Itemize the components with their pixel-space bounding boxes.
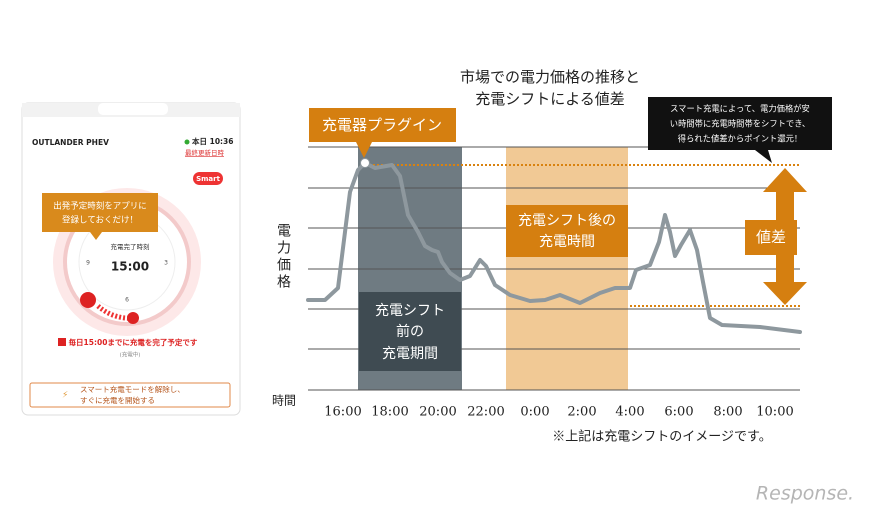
note: ※上記は充電シフトのイメージです。: [552, 429, 771, 445]
x-tick-label: 22:00: [467, 405, 504, 420]
status-dot: [184, 139, 190, 145]
phone-screen: OUTLANDER PHEV 本日 10:36 最終更新日時 Smart 12 …: [21, 102, 241, 416]
y-label: 電力価格: [275, 223, 291, 291]
x-tick-label: 18:00: [371, 405, 408, 420]
diff-label: 値差: [756, 228, 786, 246]
notch: [98, 103, 168, 115]
x-tick-label: 8:00: [713, 405, 742, 420]
x-ticks: 16:00 18:00 20:00 22:00 0:00 2:00 4:00 6…: [324, 405, 793, 420]
title-line: 市場での電力価格の推移と: [460, 68, 640, 86]
dial-number: 6: [125, 297, 129, 304]
diff-box: [745, 220, 797, 255]
figure: 市場での電力価格の推移と 充電シフトによる値差 充電器プラグイン 充電シフト 前…: [272, 68, 832, 445]
title-line: 充電シフトによる値差: [475, 90, 625, 108]
model: OUTLANDER PHEV: [32, 138, 109, 147]
dial-time: 15:00: [111, 260, 149, 274]
logo: Response.: [756, 483, 854, 505]
x-tick-label: 2:00: [567, 405, 596, 420]
after-line: 充電シフト後の: [518, 213, 616, 229]
price-curve: [306, 161, 802, 334]
after-box: [506, 205, 628, 257]
x-tick-label: 20:00: [419, 405, 456, 420]
dial-number: 9: [86, 260, 90, 267]
plug-icon: [80, 292, 96, 308]
status-icon: [58, 338, 66, 346]
smart-badge: [193, 172, 223, 185]
dial-label: 充電完了時刻: [111, 242, 150, 251]
callout: [42, 193, 158, 232]
before-line: 前の: [396, 323, 424, 340]
plugin-point: [360, 158, 370, 168]
plugin-label: 充電器プラグイン: [322, 116, 442, 134]
callout-line: 出発予定時刻をアプリに: [53, 201, 147, 212]
status-sub: (充電中): [120, 351, 141, 359]
callout-line: 登録しておくだけ！: [62, 215, 138, 226]
plugin-tail: [356, 142, 372, 158]
smart-text: Smart: [196, 175, 221, 183]
x-tick-label: 4:00: [615, 405, 644, 420]
x-tick-label: 10:00: [756, 405, 793, 420]
button[interactable]: [29, 382, 231, 408]
status: 毎日15:00までに充電を完了予定です: [69, 337, 198, 347]
callout-tail: [90, 232, 102, 240]
explain-line: スマート充電によって、電力価格が安: [670, 104, 810, 114]
button-line: すぐに充電を開始する: [80, 395, 155, 405]
x-tick-label: 16:00: [324, 405, 361, 420]
explain-tail: [755, 150, 772, 163]
before-line: 充電シフト: [375, 303, 445, 319]
before-line: 充電期間: [382, 346, 438, 362]
today: 本日 10:36: [191, 136, 233, 146]
x-label: 時間: [272, 394, 296, 408]
dial-number: 3: [164, 260, 168, 267]
car-icon: [127, 312, 139, 324]
button-line: スマート充電モードを解除し、: [80, 384, 185, 394]
explain-line: 得られた値差からポイント還元！: [678, 134, 802, 144]
after-line: 充電時間: [539, 234, 595, 250]
plugin-box: [309, 108, 456, 142]
button-icon: ⚡: [62, 391, 68, 401]
before-box: [359, 292, 461, 371]
x-tick-label: 6:00: [664, 405, 693, 420]
explain-box: [648, 97, 832, 150]
explain-line: い時間帯に充電時間帯をシフトでき、: [670, 119, 810, 129]
last-update[interactable]: 最終更新日時: [185, 148, 225, 157]
x-tick-label: 0:00: [520, 405, 549, 420]
